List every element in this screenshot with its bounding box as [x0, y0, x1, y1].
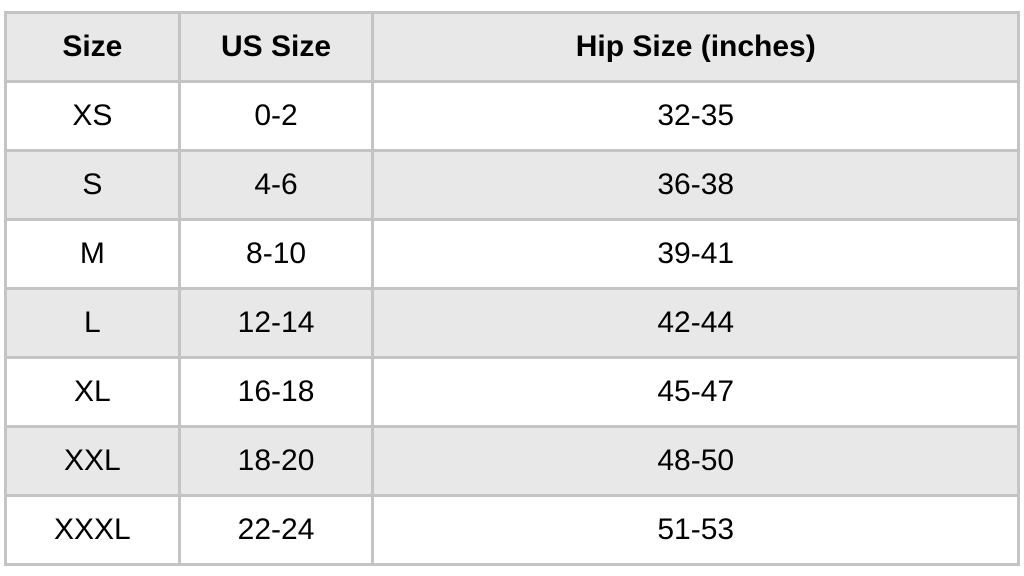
cell-hip-size: 36-38 [374, 152, 1017, 218]
cell-hip-size: 51-53 [374, 497, 1017, 563]
cell-hip-size: 42-44 [374, 290, 1017, 356]
cell-us-size: 18-20 [181, 428, 372, 494]
table-row: M 8-10 39-41 [7, 221, 1017, 287]
cell-size: XXXL [7, 497, 178, 563]
table-row: XXXL 22-24 51-53 [7, 497, 1017, 563]
size-table-container: Size US Size Hip Size (inches) XS 0-2 32… [2, 9, 1022, 568]
table-row: S 4-6 36-38 [7, 152, 1017, 218]
header-row: Size US Size Hip Size (inches) [7, 14, 1017, 80]
cell-hip-size: 32-35 [374, 83, 1017, 149]
table-header: Size US Size Hip Size (inches) [7, 14, 1017, 80]
cell-us-size: 22-24 [181, 497, 372, 563]
cell-size: M [7, 221, 178, 287]
cell-hip-size: 39-41 [374, 221, 1017, 287]
table-body: XS 0-2 32-35 S 4-6 36-38 M 8-10 39-41 L … [7, 83, 1017, 563]
header-size: Size [7, 14, 178, 80]
cell-us-size: 8-10 [181, 221, 372, 287]
cell-hip-size: 48-50 [374, 428, 1017, 494]
cell-us-size: 16-18 [181, 359, 372, 425]
table-row: XS 0-2 32-35 [7, 83, 1017, 149]
cell-us-size: 0-2 [181, 83, 372, 149]
cell-us-size: 4-6 [181, 152, 372, 218]
cell-hip-size: 45-47 [374, 359, 1017, 425]
table-row: XXL 18-20 48-50 [7, 428, 1017, 494]
cell-us-size: 12-14 [181, 290, 372, 356]
cell-size: XXL [7, 428, 178, 494]
cell-size: XS [7, 83, 178, 149]
cell-size: XL [7, 359, 178, 425]
size-table: Size US Size Hip Size (inches) XS 0-2 32… [4, 11, 1020, 566]
table-row: XL 16-18 45-47 [7, 359, 1017, 425]
cell-size: L [7, 290, 178, 356]
header-us-size: US Size [181, 14, 372, 80]
header-hip-size: Hip Size (inches) [374, 14, 1017, 80]
cell-size: S [7, 152, 178, 218]
table-row: L 12-14 42-44 [7, 290, 1017, 356]
